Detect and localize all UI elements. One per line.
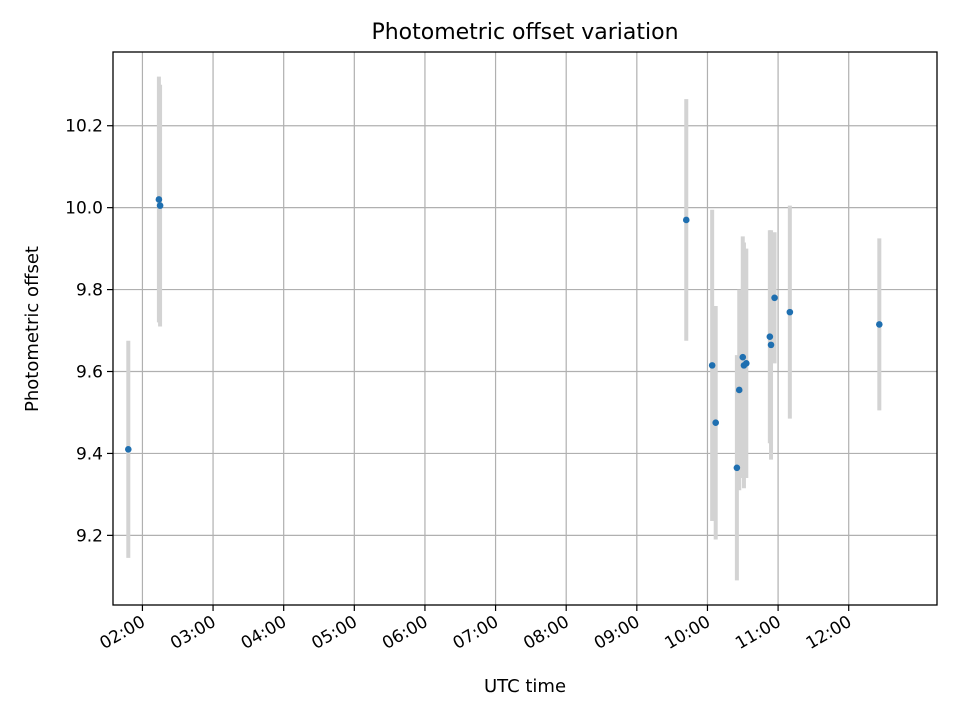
plot-frame <box>112 51 938 606</box>
y-tick-label: 10.0 <box>65 199 103 219</box>
data-point <box>786 308 794 316</box>
chart-title: Photometric offset variation <box>371 20 678 45</box>
y-tick-label: 10.2 <box>65 117 103 137</box>
data-points <box>125 196 883 472</box>
data-point <box>735 386 743 394</box>
data-point <box>766 333 774 340</box>
data-point <box>739 353 747 361</box>
data-point <box>712 419 719 427</box>
data-point <box>743 360 750 367</box>
data-point <box>876 321 883 328</box>
data-point <box>682 216 690 224</box>
y-axis-label: Photometric offset <box>22 246 43 412</box>
data-point <box>708 362 716 369</box>
data-point <box>156 202 164 209</box>
grid <box>113 52 937 605</box>
x-axis-label: UTC time <box>484 676 566 697</box>
data-point <box>771 294 778 302</box>
data-point <box>155 196 163 203</box>
y-tick-label: 9.8 <box>76 281 103 301</box>
y-axis-ticks: 9.2 9.4 9.6 9.8 10.0 10.2 <box>65 117 113 546</box>
data-point <box>125 446 132 453</box>
data-point <box>733 464 741 472</box>
y-tick-label: 9.4 <box>76 444 103 464</box>
y-tick-label: 9.2 <box>76 526 103 546</box>
data-point <box>767 341 775 349</box>
y-tick-label: 9.6 <box>76 363 103 383</box>
